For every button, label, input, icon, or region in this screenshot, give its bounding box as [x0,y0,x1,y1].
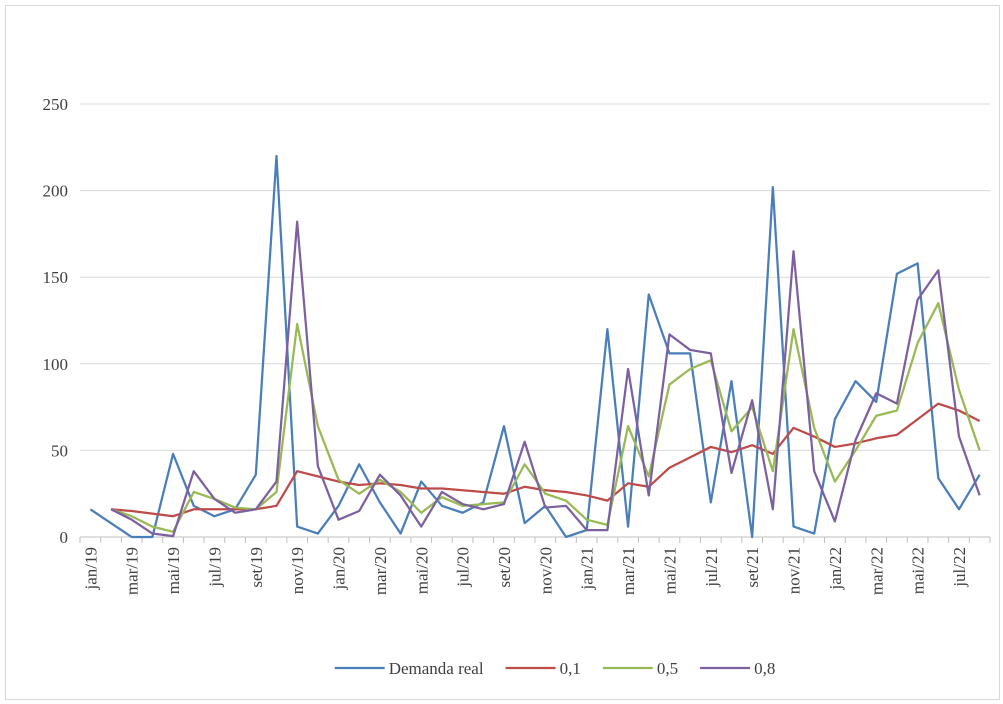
y-tick-label: 200 [43,182,69,201]
x-tick-label: set/20 [495,547,514,588]
x-tick-label: mar/21 [619,547,638,595]
x-tick-label: jan/21 [578,547,597,591]
series-line [110,220,981,538]
legend-label: 0,8 [754,659,775,678]
x-tick-label: mar/22 [867,547,886,595]
x-tick-label: jul/22 [950,547,969,588]
x-tick-label: jul/19 [205,547,224,588]
legend-label: 0,5 [657,659,678,678]
x-tick-label: jan/20 [330,547,349,591]
y-tick-label: 250 [43,95,69,114]
y-tick-label: 50 [51,441,68,460]
y-tick-label: 100 [43,355,69,374]
x-tick-label: mai/19 [164,547,183,594]
x-tick-label: set/21 [743,547,762,588]
y-tick-label: 150 [43,268,69,287]
legend-label: 0,1 [560,659,581,678]
x-tick-label: mai/22 [909,547,928,594]
x-tick-label: jan/19 [81,547,100,591]
x-tick-label: jan/22 [826,547,845,591]
x-tick-label: set/19 [247,547,266,588]
x-tick-label: jul/21 [702,547,721,588]
chart-border [5,5,1000,700]
x-tick-label: nov/21 [785,547,804,594]
x-tick-label: nov/19 [288,547,307,594]
x-tick-label: nov/20 [536,547,555,594]
x-tick-label: jul/20 [454,547,473,588]
x-tick-label: mar/19 [123,547,142,595]
x-tick-label: mai/20 [412,547,431,594]
x-tick-label: mai/21 [660,547,679,594]
legend-label: Demanda real [389,659,484,678]
y-tick-label: 0 [60,528,69,547]
x-tick-label: mar/20 [371,547,390,595]
series-line [89,154,981,539]
